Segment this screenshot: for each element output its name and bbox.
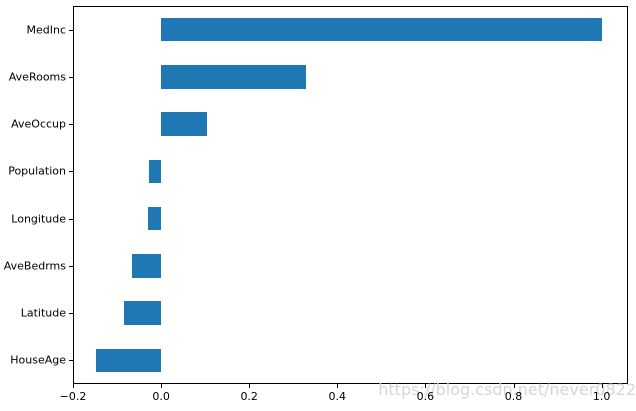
y-tick-label-latitude: Latitude	[20, 306, 66, 320]
bar-avebedrms	[132, 254, 162, 278]
x-tick-label: 0.6	[416, 390, 435, 403]
x-tick-mark	[337, 384, 339, 388]
y-tick-mark	[69, 265, 73, 267]
y-tick-mark	[69, 218, 73, 220]
x-tick-label: 0.4	[328, 390, 347, 403]
y-tick-mark	[69, 76, 73, 78]
x-tick-mark	[161, 384, 163, 388]
y-tick-label-population: Population	[8, 164, 66, 178]
bar-aveoccup	[161, 112, 208, 136]
plot-area	[73, 6, 628, 384]
y-tick-mark	[69, 360, 73, 362]
x-tick-mark	[601, 384, 603, 388]
x-tick-label: −0.2	[59, 390, 87, 403]
y-tick-label-aveoccup: AveOccup	[11, 117, 66, 131]
bar-averooms	[161, 65, 307, 89]
bar-longitude	[148, 206, 162, 231]
y-tick-label-houseage: HouseAge	[10, 353, 66, 367]
bar-latitude	[124, 301, 162, 325]
y-tick-label-medinc: MedInc	[26, 23, 66, 37]
x-tick-label: 0.8	[504, 390, 523, 403]
x-tick-label: 0.2	[240, 390, 258, 403]
y-tick-mark	[69, 171, 73, 173]
y-tick-label-averooms: AveRooms	[8, 70, 66, 84]
bar-population	[148, 159, 162, 184]
x-tick-mark	[513, 384, 515, 388]
bar-houseage	[95, 348, 162, 373]
y-tick-mark	[69, 29, 73, 31]
y-tick-label-avebedrms: AveBedrms	[3, 259, 66, 273]
x-tick-mark	[425, 384, 427, 388]
axes-frame	[73, 6, 628, 384]
x-tick-label: 1.0	[592, 390, 611, 403]
x-tick-mark	[73, 384, 74, 388]
y-tick-mark	[69, 124, 73, 126]
y-tick-label-longitude: Longitude	[11, 212, 66, 226]
bar-medinc	[161, 17, 602, 42]
x-tick-label: 0.0	[152, 390, 170, 403]
x-tick-mark	[249, 384, 251, 388]
y-tick-mark	[69, 313, 73, 315]
